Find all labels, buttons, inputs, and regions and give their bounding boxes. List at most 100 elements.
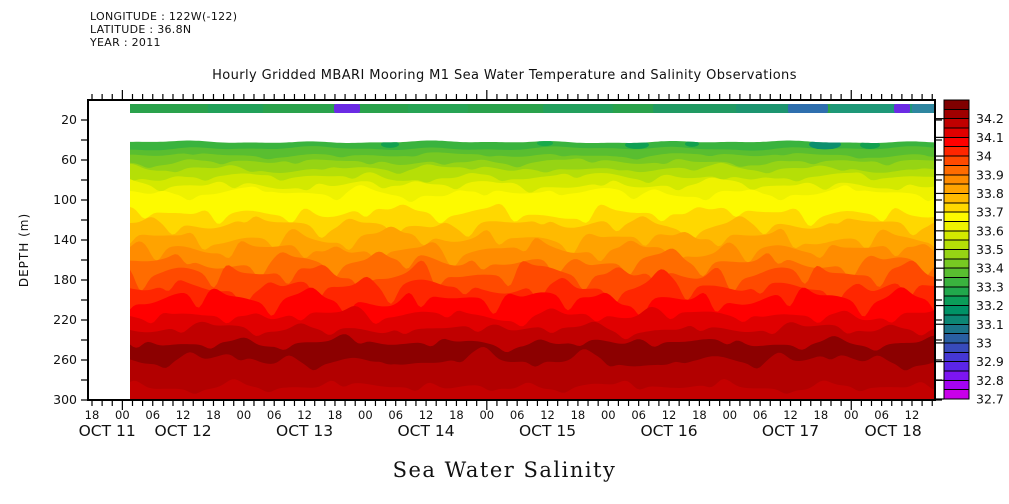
x-time-label: 12 — [540, 408, 555, 422]
colorbar-tick-label: 33.4 — [976, 261, 1004, 276]
colorbar-segment — [943, 249, 970, 260]
x-time-label: 00 — [358, 408, 373, 422]
colorbar-segment — [943, 118, 970, 129]
strip-patch — [208, 104, 263, 113]
x-time-label: 00 — [844, 408, 859, 422]
x-date-label: OCT 17 — [762, 422, 819, 440]
x-date-labels: OCT 11 OCT 12 OCT 13 OCT 14 OCT 15 OCT 16 OCT … — [79, 422, 922, 440]
colorbar-segment — [943, 351, 970, 363]
colorbar-segment — [943, 295, 970, 307]
colorbar-segment — [943, 305, 970, 316]
header-longitude: LONGITUDE : 122W(-122) — [90, 10, 238, 23]
x-axis-labels: 18 00 06 12 18 00 06 12 18 00 06 12 18 00 06 12 18 00 06 12… — [85, 408, 920, 422]
strip-patch — [912, 104, 934, 113]
colorbar-tick-label: 33.3 — [976, 279, 1004, 294]
x-time-label: 12 — [783, 408, 798, 422]
x-date-label: OCT 12 — [155, 422, 212, 440]
x-time-label: 12 — [905, 408, 920, 422]
colorbar-segment — [943, 333, 970, 344]
x-time-label: 00 — [722, 408, 737, 422]
colorbar-tick-label: 32.9 — [976, 354, 1004, 369]
colorbar-segment — [943, 192, 970, 204]
colorbar-segment — [943, 127, 970, 138]
colorbar — [943, 99, 970, 400]
chart-bottom-title: Sea Water Salinity — [392, 458, 617, 482]
colorbar-tick-label: 32.8 — [976, 373, 1004, 388]
x-time-label: 18 — [449, 408, 464, 422]
x-time-label: 00 — [237, 408, 252, 422]
fresh-pocket — [381, 140, 399, 148]
colorbar-segment — [943, 389, 970, 400]
x-date-label: OCT 14 — [397, 422, 454, 440]
x-time-label: 00 — [479, 408, 494, 422]
strip-patch — [653, 104, 743, 113]
x-time-label: 06 — [631, 408, 646, 422]
contour-field — [130, 140, 935, 400]
colorbar-segment — [943, 211, 970, 222]
colorbar-segment — [943, 239, 970, 250]
colorbar-tick-label: 34 — [976, 149, 992, 164]
fresh-pocket — [685, 140, 699, 147]
x-date-label: OCT 11 — [79, 422, 136, 440]
x-time-label: 18 — [206, 408, 221, 422]
colorbar-segment — [943, 146, 970, 157]
colorbar-segment — [943, 183, 970, 194]
surface-strip — [130, 104, 935, 113]
y-tick-label: 300 — [53, 392, 77, 407]
x-time-label: 12 — [662, 408, 677, 422]
colorbar-segment — [943, 230, 970, 241]
colorbar-tick-label: 34.1 — [976, 130, 1004, 145]
header-latitude: LATITUDE : 36.8N — [90, 23, 192, 36]
colorbar-segment — [943, 286, 970, 297]
strip-patch — [894, 104, 910, 113]
colorbar-segment — [943, 174, 970, 185]
x-time-label: 06 — [753, 408, 768, 422]
y-tick-label: 260 — [53, 352, 77, 367]
x-date-label: OCT 15 — [519, 422, 576, 440]
y-tick-label: 100 — [53, 192, 77, 207]
fresh-pocket — [809, 140, 841, 150]
header-year: YEAR : 2011 — [90, 36, 161, 49]
x-time-label: 06 — [267, 408, 282, 422]
colorbar-tick-label: 33 — [976, 335, 992, 350]
strip-patch — [543, 104, 613, 113]
x-time-label: 12 — [419, 408, 434, 422]
x-time-label: 06 — [510, 408, 525, 422]
colorbar-segment — [943, 323, 970, 335]
colorbar-segment — [943, 342, 970, 353]
x-time-label: 00 — [601, 408, 616, 422]
colorbar-segment — [943, 136, 970, 148]
x-date-label: OCT 18 — [865, 422, 922, 440]
fresh-pocket — [625, 140, 649, 149]
colorbar-segment — [943, 370, 970, 381]
colorbar-segment — [943, 164, 970, 176]
x-time-label: 18 — [814, 408, 829, 422]
y-axis-labels: 20 60 100 140 180 220 260 300 — [53, 112, 77, 407]
colorbar-tick-label: 33.6 — [976, 223, 1004, 238]
colorbar-labels: 34.2 34.1 34 33.9 33.8 33.7 33.6 33.5 33.4 33.3 33… — [976, 111, 1004, 406]
colorbar-tick-label: 34.2 — [976, 111, 1004, 126]
strip-patch — [408, 104, 468, 113]
x-time-label: 18 — [85, 408, 100, 422]
colorbar-segment — [943, 277, 970, 288]
x-date-label: OCT 13 — [276, 422, 333, 440]
y-axis-title: DEPTH (m) — [17, 212, 31, 288]
x-time-label: 00 — [115, 408, 130, 422]
colorbar-tick-label: 32.7 — [976, 392, 1004, 407]
colorbar-tick-label: 33.8 — [976, 186, 1004, 201]
fresh-pocket — [860, 140, 880, 149]
colorbar-tick-label: 33.5 — [976, 242, 1004, 257]
colorbar-tick-label: 33.9 — [976, 167, 1004, 182]
colorbar-segment — [943, 379, 970, 391]
colorbar-segment — [943, 258, 970, 269]
y-tick-label: 20 — [61, 112, 77, 127]
colorbar-segment — [943, 155, 970, 166]
strip-patch — [788, 104, 828, 113]
colorbar-tick-label: 33.1 — [976, 317, 1004, 332]
fresh-pocket — [537, 140, 553, 147]
colorbar-ticks — [934, 118, 944, 400]
x-axis-ticks — [91, 90, 933, 410]
x-time-label: 18 — [692, 408, 707, 422]
